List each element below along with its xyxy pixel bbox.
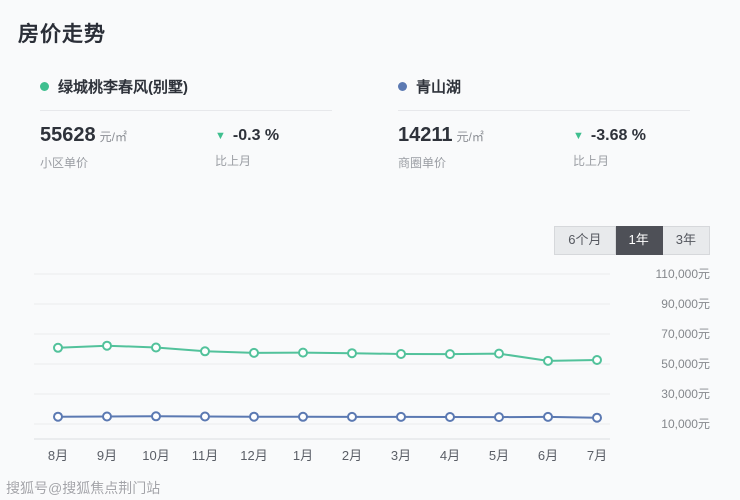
card-stats: 55628 元/㎡ 小区单价 ▼ -0.3 % 比上月 <box>40 124 332 171</box>
price-trend-chart-svg: 10,000元 30,000元 50,000元 70,000元 90,000元 110,0… <box>34 267 711 463</box>
svg-text:50,000元: 50,000元 <box>661 357 710 371</box>
card-stats: 14211 元/㎡ 商圈单价 ▼ -3.68 % 比上月 <box>398 124 690 171</box>
change-block: ▼ -0.3 % 比上月 <box>215 124 279 171</box>
price-label: 商圈单价 <box>398 156 447 170</box>
svg-text:70,000元: 70,000元 <box>661 327 710 341</box>
svg-text:10,000元: 10,000元 <box>661 417 710 431</box>
down-arrow-icon: ▼ <box>215 129 226 142</box>
svg-text:30,000元: 30,000元 <box>661 387 710 401</box>
svg-text:1月: 1月 <box>293 448 313 463</box>
svg-text:7月: 7月 <box>587 448 607 463</box>
change-value: -0.3 % <box>232 127 280 144</box>
page-title: 房价走势 <box>18 23 106 46</box>
divider <box>40 110 332 111</box>
svg-text:12月: 12月 <box>240 448 267 463</box>
divider <box>398 110 690 111</box>
time-range-tabs: 6个月 1年 3年 <box>554 226 710 255</box>
svg-text:8月: 8月 <box>48 448 68 463</box>
price-label: 小区单价 <box>40 156 89 170</box>
svg-text:110,000元: 110,000元 <box>656 267 711 281</box>
svg-text:5月: 5月 <box>489 448 509 463</box>
price-trend-chart[interactable]: 10,000元 30,000元 50,000元 70,000元 90,000元 110,0… <box>18 255 718 472</box>
svg-text:3月: 3月 <box>391 448 411 463</box>
svg-text:2月: 2月 <box>342 448 362 463</box>
green-series-dot-icon <box>40 82 49 91</box>
change-block: ▼ -3.68 % 比上月 <box>573 124 646 171</box>
svg-text:10月: 10月 <box>142 448 169 463</box>
tab-1year[interactable]: 1年 <box>615 226 663 255</box>
tab-6months[interactable]: 6个月 <box>554 226 616 255</box>
svg-text:6月: 6月 <box>538 448 558 463</box>
card-head: 青山湖 <box>398 76 690 97</box>
district-price-card: 青山湖 14211 元/㎡ 商圈单价 ▼ -3.68 % 比上月 <box>398 76 690 171</box>
price-unit: 元/㎡ <box>99 130 127 144</box>
price-block: 14211 元/㎡ 商圈单价 <box>398 124 573 171</box>
svg-text:11月: 11月 <box>192 448 219 463</box>
card-head: 绿城桃李春风(别墅) <box>40 76 332 97</box>
change-label: 比上月 <box>215 154 252 168</box>
down-arrow-icon: ▼ <box>573 129 584 142</box>
stat-cards: 绿城桃李春风(别墅) 55628 元/㎡ 小区单价 ▼ -0.3 % 比上月 <box>0 76 740 171</box>
svg-text:4月: 4月 <box>440 448 460 463</box>
price-value: 55628 <box>40 124 96 146</box>
watermark: 搜狐号@搜狐焦点荆门站 <box>6 480 161 496</box>
card-title: 青山湖 <box>416 79 462 96</box>
blue-series-dot-icon <box>398 82 407 91</box>
svg-text:9月: 9月 <box>97 448 117 463</box>
price-unit: 元/㎡ <box>456 130 484 144</box>
community-price-card: 绿城桃李春风(别墅) 55628 元/㎡ 小区单价 ▼ -0.3 % 比上月 <box>40 76 332 171</box>
tab-3years[interactable]: 3年 <box>662 226 710 255</box>
price-value: 14211 <box>398 124 453 146</box>
change-label: 比上月 <box>573 154 610 168</box>
svg-text:90,000元: 90,000元 <box>661 297 710 311</box>
price-block: 55628 元/㎡ 小区单价 <box>40 124 215 171</box>
card-title: 绿城桃李春风(别墅) <box>58 79 188 96</box>
change-value: -3.68 % <box>590 127 647 144</box>
